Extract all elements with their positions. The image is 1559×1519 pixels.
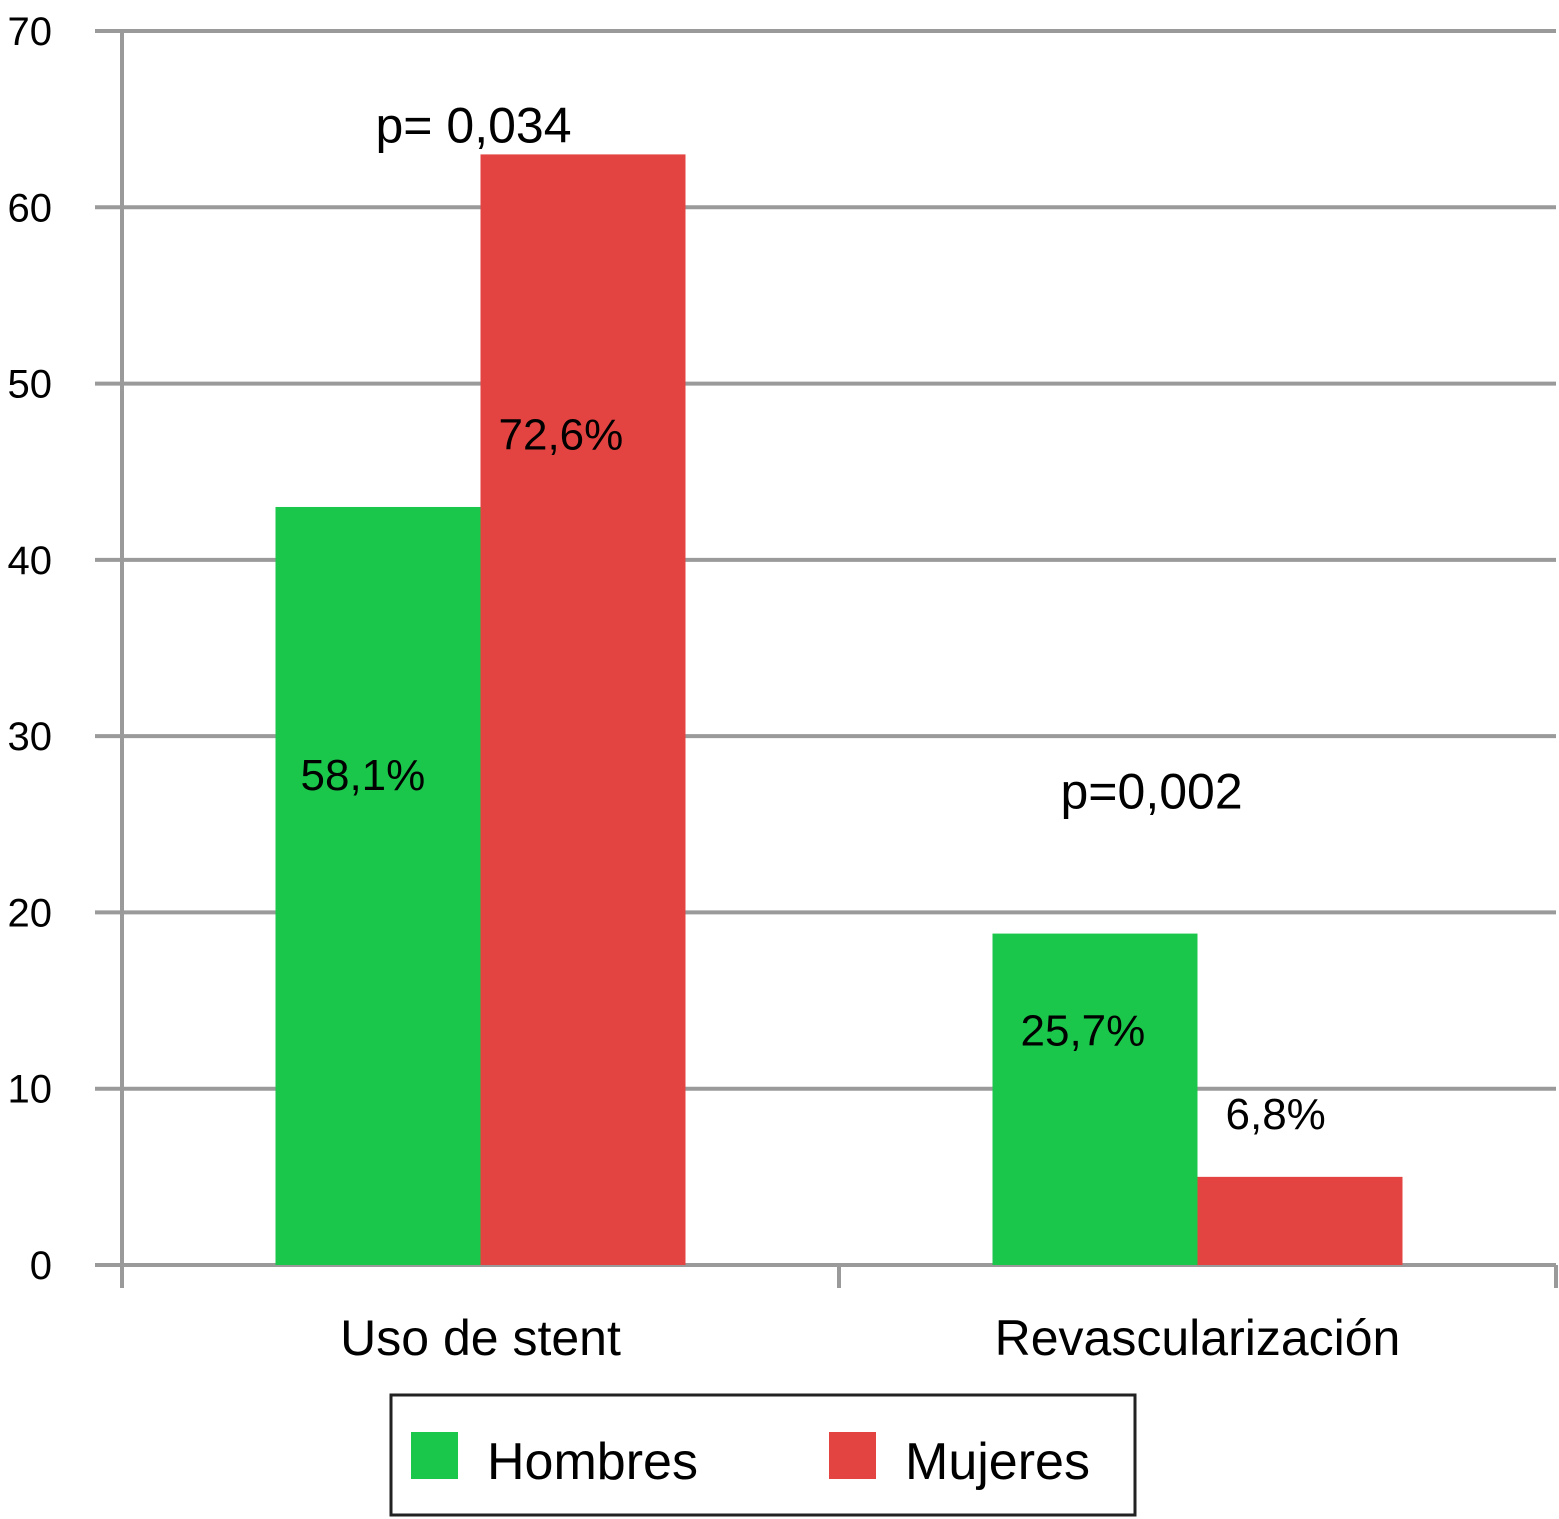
y-tick-label-0: 0 [30,1244,52,1288]
legend-label-mujeres: Mujeres [905,1433,1090,1491]
bar-mujeres-0 [480,154,686,1265]
y-tick-label-10: 10 [8,1068,53,1112]
p-value-annotation-0: p= 0,034 [376,97,572,153]
legend-swatch-mujeres [829,1432,876,1479]
y-tick-label-60: 60 [8,186,53,230]
data-label-mujeres-1: 6,8% [1226,1090,1326,1139]
legend: Hombres Mujeres [389,1393,1137,1517]
legend-swatch-hombres [411,1432,458,1479]
y-tick-label-30: 30 [8,715,53,759]
bar-hombres-1 [992,933,1198,1265]
y-tick-label-20: 20 [8,891,53,935]
p-value-annotation-1: p=0,002 [1061,764,1243,820]
legend-box [389,1393,1137,1517]
bar-hombres-0 [275,506,481,1265]
data-label-hombres-0: 58,1% [301,751,426,800]
bar-mujeres-1 [1197,1176,1403,1265]
x-category-label-0: Uso de stent [340,1310,621,1366]
y-tick-label-70: 70 [8,10,53,54]
y-tick-label-40: 40 [8,539,53,583]
legend-label-hombres: Hombres [487,1433,698,1491]
x-category-label-1: Revascularización [995,1310,1401,1366]
labels: Uso de stent Revascularización 58,1% 25,7% 7… [301,97,1401,1366]
bars [275,154,1403,1265]
data-label-mujeres-0: 72,6% [499,410,624,459]
y-tick-label-50: 50 [8,363,53,407]
data-label-hombres-1: 25,7% [1021,1007,1146,1056]
